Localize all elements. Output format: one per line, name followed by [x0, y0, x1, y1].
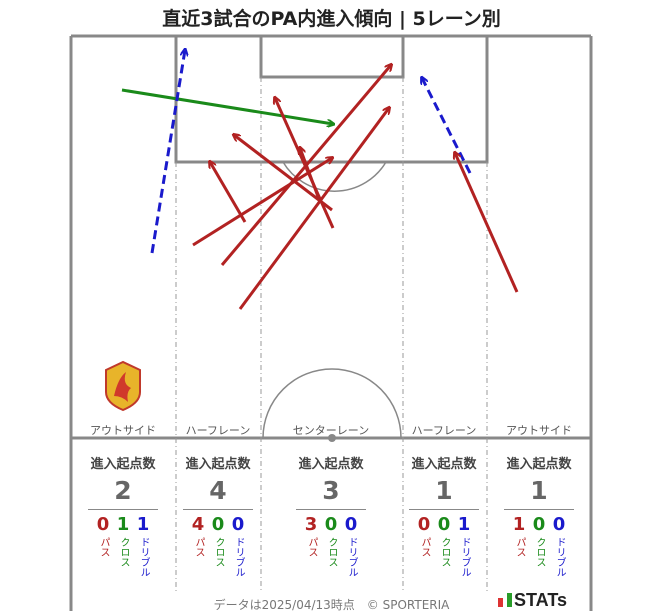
dribble-arrow: [150, 50, 185, 254]
cross-count: 1: [116, 514, 130, 535]
lane-label-outside-left: アウトサイド: [90, 424, 156, 437]
dribble-label: ドリブル: [346, 537, 357, 577]
center-circle: [262, 368, 402, 439]
stat-divider: [88, 509, 158, 510]
dribble-count: 0: [552, 514, 566, 535]
pass-count: 0: [417, 514, 431, 535]
pass-label: パス: [306, 537, 317, 557]
center-spot: [328, 434, 336, 442]
lane-stat-header: 進入起点数: [411, 457, 477, 472]
chart-title: 直近3試合のPA内進入傾向 | 5レーン別: [162, 8, 501, 30]
stat-divider: [504, 509, 574, 510]
lane-stat-total: 3: [322, 476, 340, 505]
pass-count: 3: [304, 514, 318, 535]
lane-label-halfspace-right: ハーフレーン: [411, 424, 477, 437]
entry-arrows: [121, 50, 519, 310]
cross-label: クロス: [534, 537, 545, 567]
dribble-label: ドリブル: [138, 537, 149, 577]
lane-label-outside-right: アウトサイド: [506, 424, 572, 437]
lane-stat-total: 4: [209, 476, 227, 505]
stat-divider: [183, 509, 253, 510]
footer-credit: データは2025/04/13時点 © SPORTERIA: [213, 598, 450, 612]
stat-divider: [296, 509, 366, 510]
cross-count: 0: [211, 514, 225, 535]
pass-arrow: [210, 162, 247, 223]
lane-stat-header: 進入起点数: [90, 457, 156, 472]
cross-label: クロス: [439, 537, 450, 567]
pass-label: パス: [514, 537, 525, 557]
dribble-arrow: [422, 78, 472, 174]
cross-label: クロス: [118, 537, 129, 567]
lane-stat-total: 2: [114, 476, 132, 505]
pass-arrow: [234, 135, 333, 212]
cross-count: 0: [532, 514, 546, 535]
logo-mark-icon: [507, 593, 512, 607]
dribble-label: ドリブル: [554, 537, 565, 577]
goal-area: [259, 34, 405, 79]
penalty-area: [174, 34, 489, 164]
lane-stat-total: 1: [435, 476, 453, 505]
lane-label-center: センターレーン: [292, 424, 370, 437]
lane-stat-header: 進入起点数: [298, 457, 364, 472]
lane-stat-total: 1: [530, 476, 548, 505]
pitch-lines: [69, 34, 593, 611]
lane-label-halfspace-left: ハーフレーン: [185, 424, 251, 437]
penalty-arc: [282, 161, 387, 192]
pass-arrow: [238, 108, 389, 310]
team-crest-icon: [105, 360, 141, 412]
pass-arrow: [300, 148, 322, 203]
brand-logo: STATs: [498, 590, 567, 611]
lane-dividers: [175, 77, 488, 592]
cross-count: 0: [324, 514, 338, 535]
stat-divider: [409, 509, 479, 510]
pass-count: 4: [191, 514, 205, 535]
lane-stat-header: 進入起点数: [506, 457, 572, 472]
cross-arrow: [121, 88, 333, 124]
dribble-label: ドリブル: [233, 537, 244, 577]
brand-name: STATs: [514, 590, 567, 610]
cross-label: クロス: [326, 537, 337, 567]
cross-count: 0: [437, 514, 451, 535]
cross-label: クロス: [213, 537, 224, 567]
pass-label: パス: [98, 537, 109, 557]
dribble-count: 0: [231, 514, 245, 535]
pass-count: 0: [96, 514, 110, 535]
dribble-count: 1: [457, 514, 471, 535]
dribble-count: 1: [136, 514, 150, 535]
lane-stat-header: 進入起点数: [185, 457, 251, 472]
pass-label: パス: [419, 537, 430, 557]
pass-label: パス: [193, 537, 204, 557]
pass-count: 1: [512, 514, 526, 535]
pass-arrow: [455, 153, 519, 293]
logo-mark-icon: [498, 598, 503, 607]
dribble-count: 0: [344, 514, 358, 535]
dribble-label: ドリブル: [459, 537, 470, 577]
